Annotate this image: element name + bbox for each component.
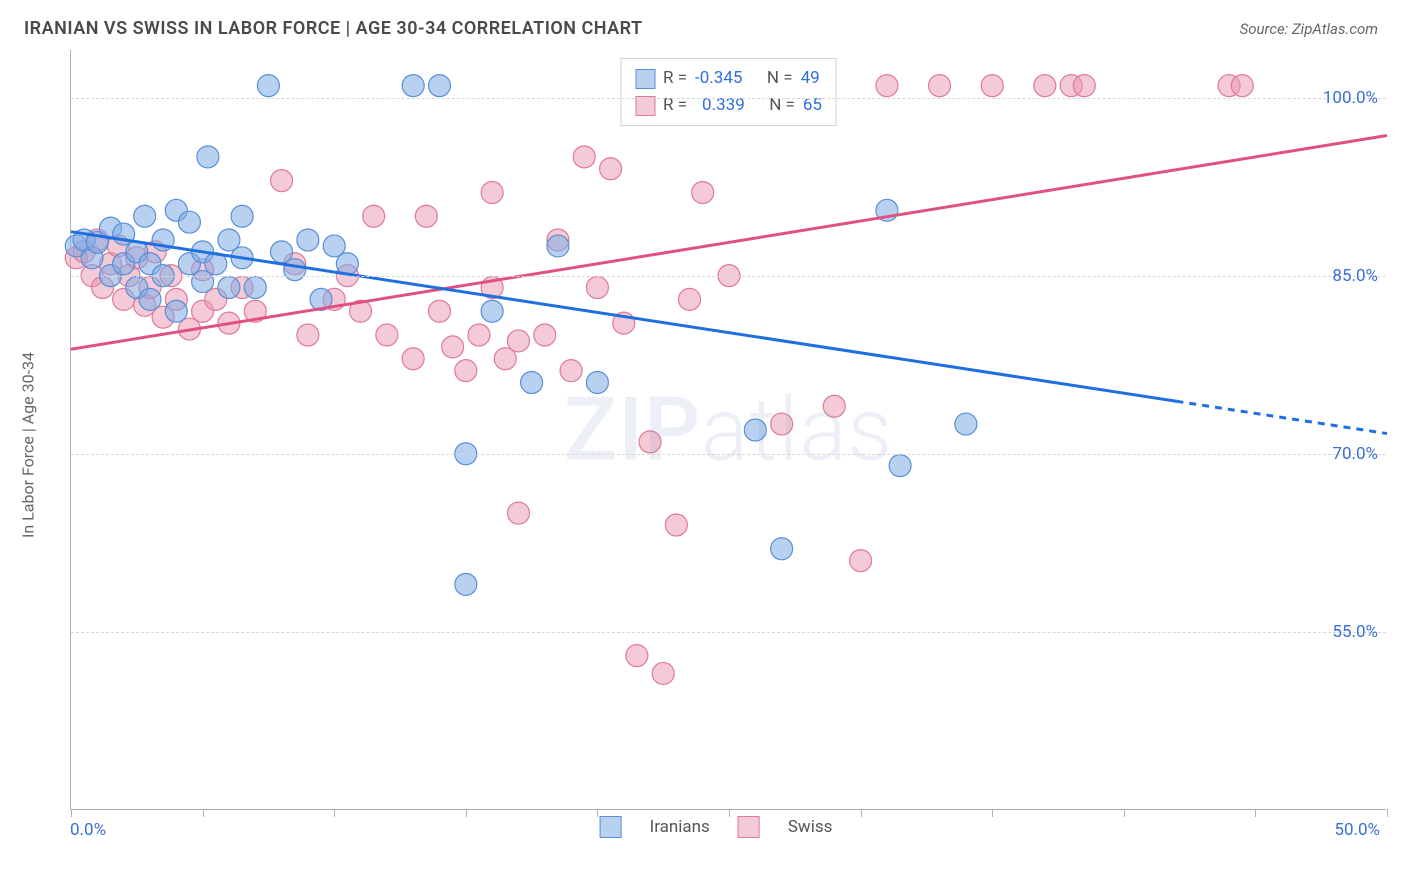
scatter-svg [71, 50, 1386, 809]
swatch-iranians-bottom [600, 816, 622, 838]
chart-title: IRANIAN VS SWISS IN LABOR FORCE | AGE 30… [24, 18, 643, 39]
source-label: Source: ZipAtlas.com [1240, 20, 1378, 38]
legend-label-iranians: Iranians [650, 817, 710, 837]
y-axis-title: In Labor Force | Age 30-34 [19, 352, 38, 538]
swatch-swiss [635, 96, 655, 116]
swatch-swiss-bottom [738, 816, 760, 838]
series-legend: Iranians Swiss [600, 816, 833, 838]
x-min-label: 0.0% [70, 820, 106, 840]
plot-area: ZIPatlas R = -0.345 N = 49 R = 0.339 N =… [70, 50, 1386, 810]
x-max-label: 50.0% [1334, 820, 1380, 840]
correlation-legend: R = -0.345 N = 49 R = 0.339 N = 65 [620, 58, 837, 126]
swatch-iranians [635, 69, 655, 89]
chart-container: In Labor Force | Age 30-34 ZIPatlas R = … [46, 50, 1386, 840]
legend-row-swiss: R = 0.339 N = 65 [635, 92, 822, 119]
legend-label-swiss: Swiss [788, 817, 833, 837]
legend-row-iranians: R = -0.345 N = 49 [635, 65, 822, 92]
